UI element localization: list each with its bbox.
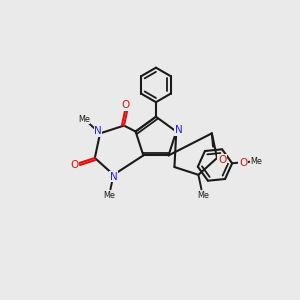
Text: N: N [175,125,182,135]
Text: Me: Me [103,191,115,200]
Text: O: O [218,154,226,165]
Text: Me: Me [250,157,262,166]
Text: O: O [71,160,79,170]
Text: N: N [110,172,117,182]
Text: Me: Me [197,191,209,200]
Text: N: N [94,126,102,136]
Text: O: O [239,158,247,168]
Text: O: O [121,100,129,110]
Text: Me: Me [78,115,90,124]
